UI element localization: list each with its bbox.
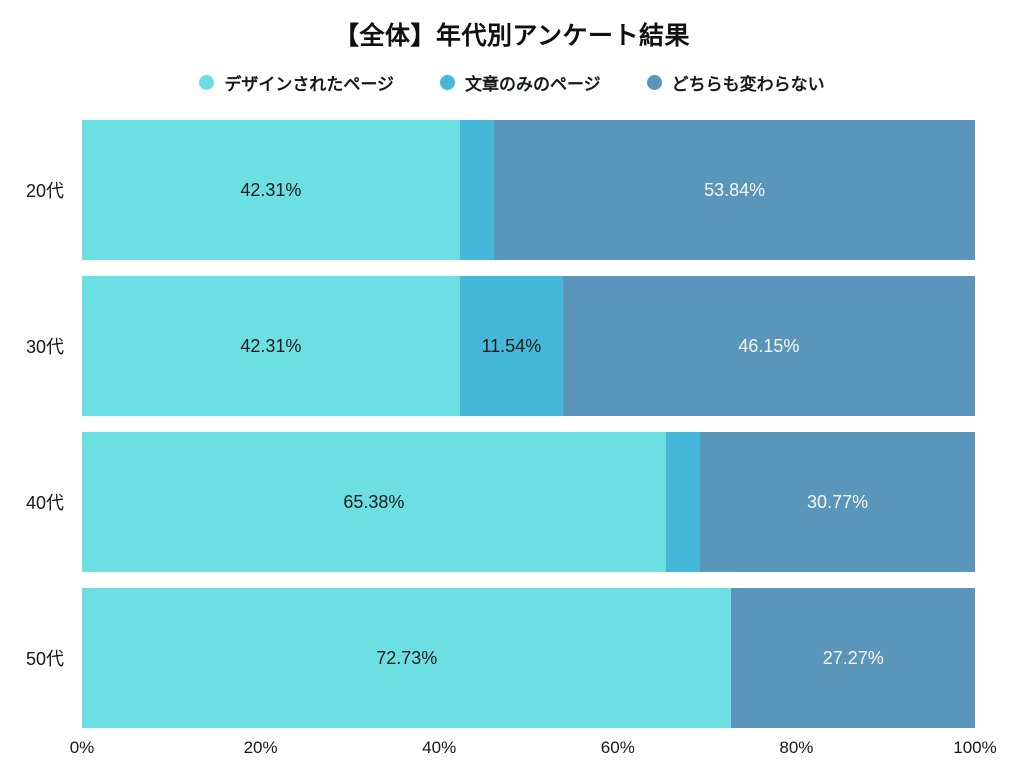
segment-value-label: 65.38% bbox=[343, 491, 405, 512]
legend-item-designed-page: デザインされたページ bbox=[199, 70, 394, 95]
bar-segment: 11.54% bbox=[459, 276, 563, 416]
legend-label: デザインされたページ bbox=[224, 75, 394, 94]
segment-value-label: 11.54% bbox=[481, 335, 542, 356]
category-label: 40代 bbox=[25, 493, 64, 513]
bar-row: 40代 65.38% 30.77% bbox=[0, 432, 1024, 572]
category-label: 20代 bbox=[25, 181, 64, 201]
bar-row: 50代 72.73% 27.27% bbox=[0, 588, 1024, 728]
category-label: 30代 bbox=[25, 337, 64, 357]
legend-label: 文章のみのページ bbox=[465, 75, 601, 94]
bar-track: 42.31% 11.54% 46.15% bbox=[82, 276, 975, 416]
segment-value-label: 27.27% bbox=[822, 647, 884, 668]
legend-item-no-difference: どちらも変わらない bbox=[646, 70, 825, 95]
plot-area: 20代 42.31% 53.84% 30代 42.31% 11.54% 46.15% 40代 6… bbox=[0, 120, 1024, 728]
segment-value-label: 53.84% bbox=[704, 179, 766, 200]
segment-value-label: 30.77% bbox=[807, 491, 869, 512]
x-tick-label: 60% bbox=[600, 738, 635, 757]
bar-segment bbox=[665, 432, 701, 572]
legend-dot bbox=[646, 75, 662, 90]
legend-label: どちらも変わらない bbox=[671, 75, 825, 94]
bar-track: 72.73% 27.27% bbox=[82, 588, 975, 728]
x-axis: 0% 20% 40% 60% 80% 100% bbox=[70, 738, 997, 764]
category-label: 50代 bbox=[25, 649, 64, 669]
segment-value-label: 46.15% bbox=[738, 335, 800, 356]
bar-segment: 42.31% bbox=[82, 120, 460, 260]
x-tick-label: 100% bbox=[953, 738, 997, 757]
legend-item-text-only-page: 文章のみのページ bbox=[440, 70, 601, 95]
bar-segment: 72.73% bbox=[82, 588, 732, 728]
segment-value-label: 42.31% bbox=[240, 179, 302, 200]
segment-value-label: 72.73% bbox=[376, 647, 438, 668]
chart-title: 【全体】年代別アンケート結果 bbox=[333, 22, 690, 50]
bar-segment: 27.27% bbox=[731, 588, 975, 728]
x-tick-label: 40% bbox=[422, 738, 457, 757]
legend-dot bbox=[199, 75, 215, 90]
x-tick-label: 20% bbox=[243, 738, 278, 757]
segment-value-label: 42.31% bbox=[240, 335, 302, 356]
bar-segment bbox=[459, 120, 495, 260]
bar-segment: 65.38% bbox=[82, 432, 666, 572]
bar-segment: 53.84% bbox=[494, 120, 975, 260]
legend-dot bbox=[440, 75, 455, 90]
bar-track: 65.38% 30.77% bbox=[82, 432, 975, 572]
legend: デザインされたページ 文章のみのページ どちらも変わらない bbox=[0, 70, 1024, 95]
bar-track: 42.31% 53.84% bbox=[82, 120, 975, 260]
x-tick-label: 0% bbox=[69, 738, 95, 757]
bar-segment: 46.15% bbox=[562, 276, 975, 416]
bar-row: 20代 42.31% 53.84% bbox=[0, 120, 1024, 260]
bar-row: 30代 42.31% 11.54% 46.15% bbox=[0, 276, 1024, 416]
bar-segment: 42.31% bbox=[82, 276, 460, 416]
x-tick-label: 80% bbox=[779, 738, 814, 757]
bar-segment: 30.77% bbox=[700, 432, 975, 572]
